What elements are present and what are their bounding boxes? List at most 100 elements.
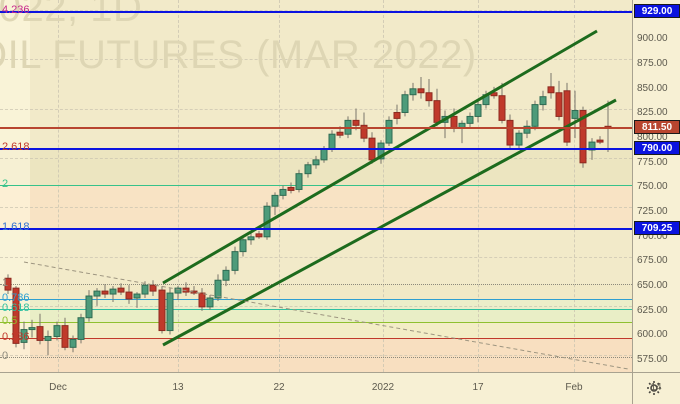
candle[interactable] <box>385 116 393 147</box>
candle[interactable] <box>555 80 563 121</box>
price-tick: 750.00 <box>637 181 668 193</box>
candle[interactable] <box>433 88 441 127</box>
candle[interactable] <box>101 284 109 298</box>
gear-icon[interactable] <box>646 380 662 396</box>
candle[interactable] <box>44 330 52 356</box>
price-tick: 700.00 <box>637 230 668 242</box>
time-tick: Feb <box>565 382 583 393</box>
candle[interactable] <box>231 246 239 275</box>
time-tick: 14 <box>650 382 662 393</box>
candle[interactable] <box>69 335 77 353</box>
candle[interactable] <box>441 110 449 139</box>
candle[interactable] <box>141 281 149 298</box>
candle[interactable] <box>36 313 44 345</box>
price-badge[interactable]: 790.00 <box>634 141 680 155</box>
candle[interactable] <box>474 100 482 123</box>
candle[interactable] <box>425 78 433 107</box>
candle[interactable] <box>222 266 230 287</box>
candle[interactable] <box>596 136 604 145</box>
candle[interactable] <box>214 274 222 301</box>
fib-label-0-618: 0.618 <box>2 301 30 314</box>
candle[interactable] <box>571 90 579 139</box>
fib-label-1-618: 1.618 <box>2 220 30 233</box>
candle[interactable] <box>312 155 320 169</box>
price-axis[interactable]: 900.00 875.00 850.00 825.00 800.00 775.00 750.… <box>632 0 680 372</box>
candle[interactable] <box>190 286 198 296</box>
candle[interactable] <box>4 274 12 295</box>
price-tick: 875.00 <box>637 58 668 70</box>
candle[interactable] <box>117 283 125 296</box>
price-level-line-0[interactable] <box>0 10 632 13</box>
price-tick: 825.00 <box>637 107 668 119</box>
price-level-line-2[interactable] <box>0 148 632 150</box>
candle[interactable] <box>523 120 531 139</box>
candle[interactable] <box>304 161 312 178</box>
price-tick: 725.00 <box>637 206 668 218</box>
candle[interactable] <box>61 317 69 351</box>
candle[interactable] <box>53 321 61 341</box>
candle[interactable] <box>28 319 36 338</box>
price-tick: 600.00 <box>637 329 668 341</box>
time-tick: 22 <box>273 382 285 393</box>
candle[interactable] <box>133 292 141 308</box>
candle[interactable] <box>490 86 498 99</box>
candle[interactable] <box>279 185 287 200</box>
price-badge[interactable]: 811.50 <box>634 119 680 134</box>
price-tick: 800.00 <box>637 132 668 144</box>
candle[interactable] <box>166 288 174 335</box>
candle[interactable] <box>149 280 157 297</box>
candle[interactable] <box>506 114 514 149</box>
candle[interactable] <box>93 288 101 306</box>
time-axis[interactable]: Dec 13 22 2022 17 Feb 14 <box>0 372 680 404</box>
time-tick: Dec <box>49 382 67 393</box>
price-badge[interactable]: 709.25 <box>634 220 680 235</box>
candle[interactable] <box>255 230 263 239</box>
candle[interactable] <box>498 82 506 124</box>
price-tick: 900.00 <box>637 33 668 45</box>
price-tick: 675.00 <box>637 255 668 267</box>
fib-label-1: 1 <box>2 277 9 290</box>
candle[interactable] <box>77 313 85 344</box>
candle[interactable] <box>295 169 303 193</box>
price-level-line-3[interactable] <box>0 227 632 230</box>
candle[interactable] <box>158 286 166 334</box>
candle[interactable] <box>579 106 587 168</box>
candle[interactable] <box>247 232 255 245</box>
candle[interactable] <box>125 285 133 304</box>
candle[interactable] <box>401 90 409 117</box>
candle[interactable] <box>182 282 190 297</box>
candle[interactable] <box>482 90 490 109</box>
price-tick: 650.00 <box>637 280 668 292</box>
candle[interactable] <box>12 286 20 348</box>
candle[interactable] <box>547 73 555 99</box>
candle[interactable] <box>206 295 214 310</box>
candle[interactable] <box>458 120 466 144</box>
gridline-v-0 <box>58 0 59 372</box>
candle[interactable] <box>239 236 247 257</box>
candle[interactable] <box>409 82 417 101</box>
fib-label-0-236: 0.236 <box>2 331 30 344</box>
candlestick-series[interactable] <box>0 0 632 372</box>
time-tick: 17 <box>472 382 484 393</box>
price-level-line-1[interactable] <box>0 126 632 129</box>
time-tick: 13 <box>172 382 184 393</box>
candle[interactable] <box>417 76 425 99</box>
fib-label-0-786: 0.786 <box>2 291 30 304</box>
candle[interactable] <box>174 286 182 300</box>
candle[interactable] <box>85 290 93 322</box>
candle[interactable] <box>539 90 547 111</box>
fib-label-0-5: 0.5 <box>2 314 18 327</box>
candle[interactable] <box>377 140 385 164</box>
axis-corner[interactable] <box>632 373 680 404</box>
price-tick: 625.00 <box>637 304 668 316</box>
candle[interactable] <box>563 82 571 147</box>
candle[interactable] <box>109 286 117 302</box>
candle[interactable] <box>271 192 279 216</box>
candle[interactable] <box>198 288 206 311</box>
candle[interactable] <box>287 182 295 194</box>
price-badge[interactable]: 929.00 <box>634 3 680 18</box>
candle[interactable] <box>393 104 401 125</box>
chart-plot-area[interactable]: 2022, 1D OIL FUTURES (MAR 2022) 4.2362.6… <box>0 0 632 372</box>
candle[interactable] <box>263 202 271 240</box>
